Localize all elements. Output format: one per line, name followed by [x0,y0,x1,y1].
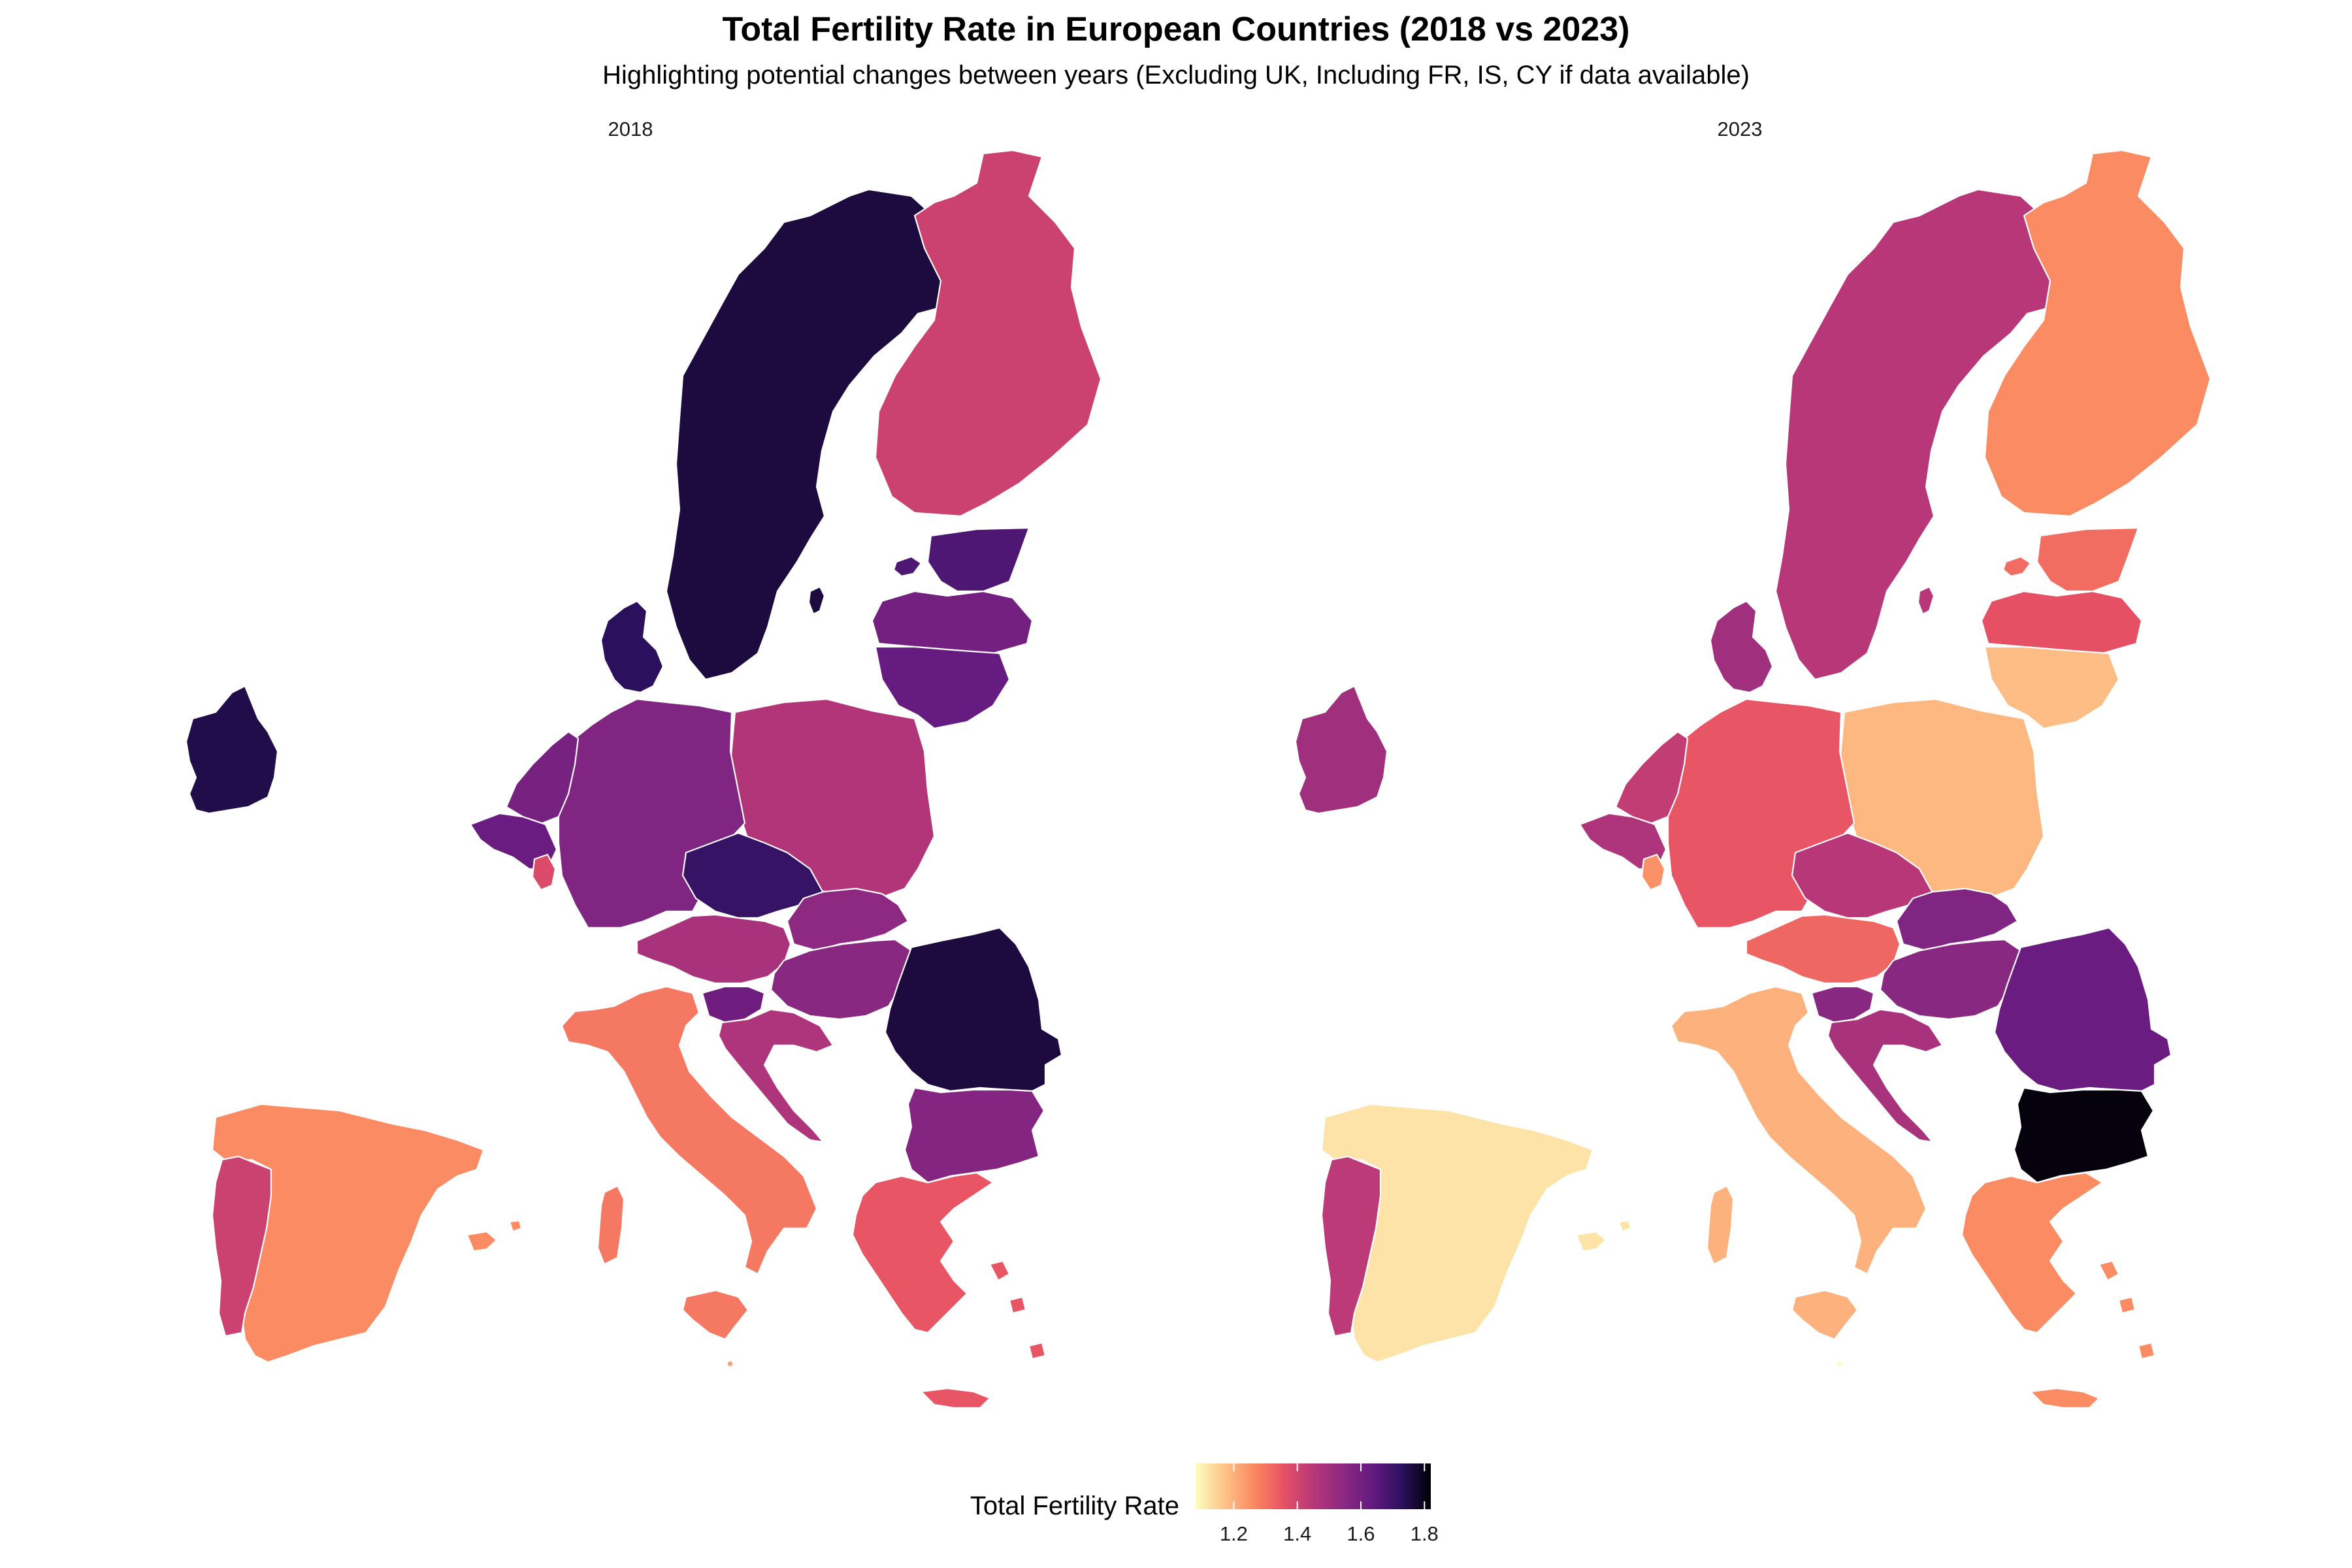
legend-colorbar [1196,1463,1431,1509]
country-ro-2023 [1993,926,2172,1092]
country-fi-2018 [874,149,1102,517]
country-sk-2018 [786,887,909,952]
country-at-2023 [1745,913,1901,985]
country-hu-2018 [770,938,913,1021]
chart-title: Total Fertility Rate in European Countri… [723,10,1630,48]
legend-tick-label: 1.4 [1283,1522,1311,1545]
country-nl-2018 [505,730,580,825]
legend-tick-label: 1.2 [1220,1522,1248,1545]
country-lt-2018 [874,645,1011,730]
country-gr-2018 [851,1171,1047,1409]
country-dk-2018 [600,600,664,694]
island-se-2023 [1917,585,1935,615]
map-2018 [185,149,1102,1409]
legend-tick-label: 1.6 [1347,1522,1375,1545]
legend-title: Total Fertility Rate [970,1492,1179,1520]
country-mt-2023 [1835,1359,1844,1369]
country-hr-2018 [717,1008,834,1143]
country-hu-2023 [1879,938,2022,1021]
country-fi-2023 [1984,149,2212,517]
country-ro-2018 [884,926,1063,1092]
country-lv-2018 [871,590,1034,655]
country-ee-2018 [926,527,1030,593]
country-hr-2023 [1827,1008,1944,1143]
country-at-2018 [636,913,792,985]
country-it-2018 [561,985,818,1341]
country-bg-2023 [2013,1086,2155,1184]
island-ee-2023 [2002,555,2032,578]
country-pt-2018 [211,1155,272,1337]
country-si-2018 [701,985,766,1024]
country-lt-2023 [1984,645,2120,730]
country-bg-2018 [904,1086,1045,1184]
country-dk-2023 [1709,600,1774,694]
country-ee-2023 [2036,527,2140,593]
country-ie-2023 [1294,685,1388,815]
country-mt-2018 [725,1359,735,1369]
country-ie-2018 [185,685,279,815]
legend-tick-label: 1.8 [1411,1522,1439,1545]
country-lu-2023 [1641,853,1666,891]
country-sk-2023 [1895,887,2019,952]
country-se-2023 [1774,188,2058,681]
island-se-2018 [808,585,826,615]
island-ee-2018 [892,555,923,578]
color-legend: Total Fertility Rate 1.2 1.4 1.6 1.8 [970,1463,1439,1545]
panel-label-2023: 2023 [1718,118,1763,140]
country-lv-2023 [1980,590,2143,655]
country-es-2023 [1320,1103,1632,1364]
country-gr-2023 [1961,1171,2156,1409]
legend-ticks: 1.2 1.4 1.6 1.8 [1220,1463,1439,1545]
country-nl-2023 [1614,730,1689,825]
country-it-2023 [1670,985,1927,1341]
panel-label-2018: 2018 [608,118,653,140]
map-2023 [1294,149,2212,1409]
country-lu-2018 [531,853,557,891]
country-pt-2023 [1320,1155,1382,1337]
country-si-2023 [1810,985,1875,1024]
country-se-2018 [665,188,949,681]
chart-subtitle: Highlighting potential changes between y… [602,61,1750,90]
